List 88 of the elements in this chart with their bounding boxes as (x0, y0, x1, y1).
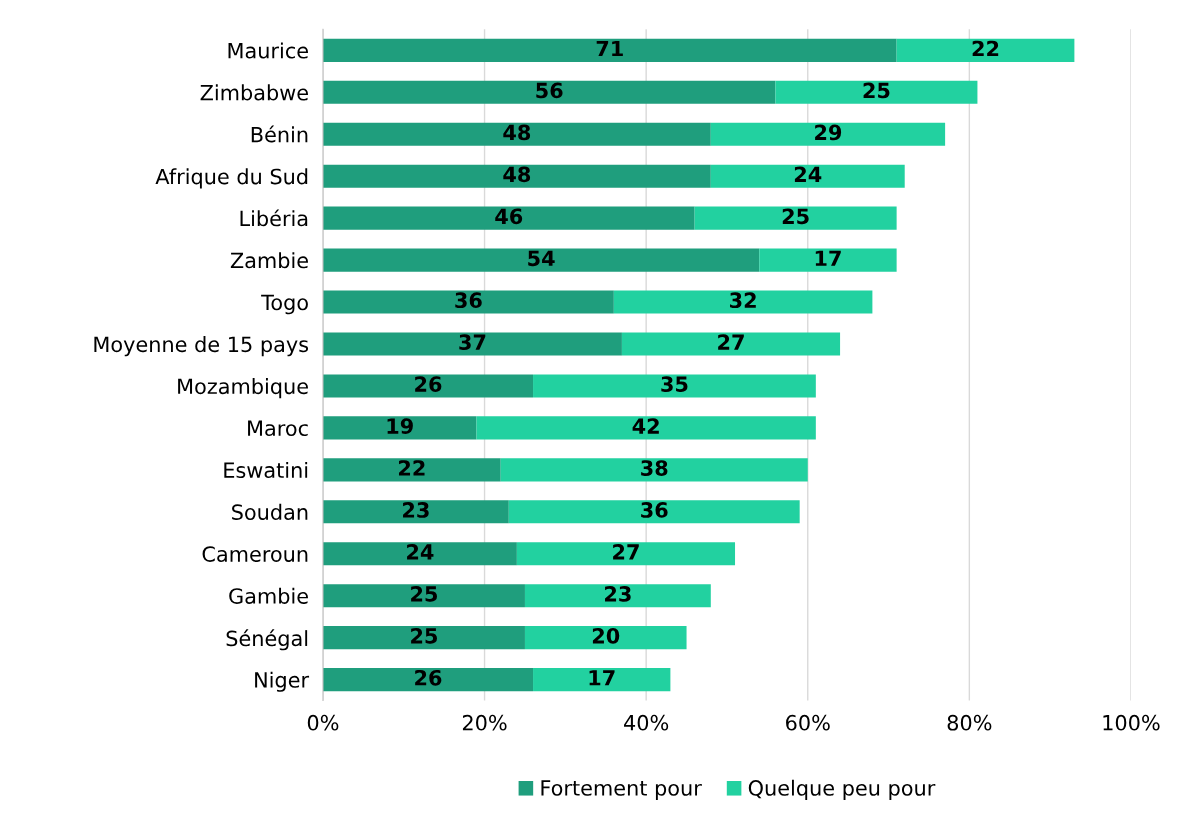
data-label: 25 (411, 627, 437, 644)
data-label: 42 (632, 418, 659, 434)
data-label: 32 (730, 292, 756, 309)
data-label: 25 (863, 82, 890, 99)
x-tick-label: 0% (307, 714, 339, 731)
data-label: 25 (411, 585, 437, 602)
bar (694, 206, 897, 230)
data-label: 24 (407, 544, 434, 560)
y-tick-label: Moyenne de 15 pays (94, 336, 309, 357)
data-label: 35 (661, 376, 688, 392)
bar (322, 626, 525, 650)
y-tick-label: Libéria (240, 209, 308, 227)
bar (500, 458, 808, 482)
y-tick-label: Gambie (229, 587, 308, 604)
x-tick-label: 100% (1103, 714, 1160, 731)
bar (524, 584, 711, 608)
bar (322, 122, 711, 146)
data-label: 27 (718, 334, 744, 350)
bar (322, 206, 695, 230)
y-tick-label: Niger (255, 671, 310, 692)
bar (322, 248, 760, 272)
data-label: 23 (403, 502, 429, 518)
data-label: 36 (455, 292, 482, 309)
x-tick-label: 60% (786, 714, 830, 731)
bar (322, 542, 517, 566)
x-tick-label: 40% (624, 714, 669, 731)
bar (533, 668, 671, 692)
bar (710, 122, 946, 146)
bar (524, 626, 687, 650)
data-label: 48 (503, 166, 531, 183)
data-label: 36 (641, 502, 668, 518)
bar (710, 164, 905, 188)
data-label: 22 (398, 460, 425, 476)
y-tick-label: Mozambique (178, 378, 308, 399)
bar (322, 290, 614, 314)
bar (322, 584, 525, 608)
bar (322, 332, 622, 356)
data-label: 19 (387, 418, 413, 434)
data-label: 26 (415, 376, 442, 392)
y-tick-label: Zimbabwe (200, 84, 308, 101)
data-label: 37 (459, 334, 486, 351)
bar (516, 542, 736, 566)
data-label: 25 (782, 208, 809, 225)
data-label: 26 (415, 669, 442, 686)
y-tick-label: Eswatini (224, 461, 308, 479)
legend-label: Quelque peu pour (748, 779, 936, 800)
bar (322, 164, 711, 188)
data-label: 22 (972, 40, 999, 57)
bar (322, 38, 897, 62)
data-label: 24 (794, 166, 822, 182)
bar (896, 38, 1075, 62)
x-tick-label: 80% (947, 714, 992, 731)
bar (322, 668, 534, 692)
data-label: 56 (536, 82, 563, 99)
data-label: 54 (528, 250, 555, 267)
bar (322, 374, 534, 398)
data-label: 17 (589, 670, 615, 686)
legend-label: Fortement pour (541, 780, 702, 800)
bar (322, 458, 501, 482)
data-label: 46 (495, 208, 523, 225)
data-label: 17 (815, 250, 841, 266)
x-tick-label: 20% (462, 714, 507, 731)
bar (533, 374, 816, 398)
y-tick-label: Togo (261, 294, 308, 315)
data-label: 27 (613, 544, 639, 560)
data-label: 71 (596, 40, 623, 57)
y-tick-label: Sénégal (226, 629, 308, 651)
y-tick-label: Cameroun (202, 546, 308, 562)
bar (476, 416, 816, 440)
data-label: 48 (503, 124, 531, 141)
y-tick-label: Zambie (230, 252, 308, 269)
y-tick-label: Soudan (232, 503, 308, 520)
bar (322, 500, 509, 524)
bar (322, 416, 477, 440)
bar (759, 248, 897, 272)
bar (621, 332, 841, 356)
y-tick-label: Bénin (251, 125, 308, 143)
data-label: 29 (815, 124, 842, 141)
data-label: 38 (641, 460, 668, 476)
bar (775, 80, 978, 104)
y-tick-label: Maroc (248, 420, 308, 437)
y-tick-label: Maurice (228, 42, 308, 59)
y-tick-label: Afrique du Sud (155, 168, 308, 189)
data-label: 23 (605, 585, 631, 602)
bar (322, 80, 776, 104)
bar (508, 500, 800, 524)
data-label: 20 (592, 627, 620, 644)
bar (613, 290, 873, 314)
